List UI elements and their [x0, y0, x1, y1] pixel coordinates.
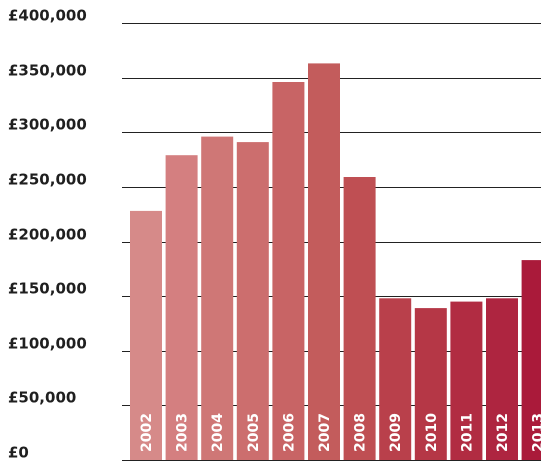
- bar-2008: [343, 177, 376, 460]
- y-tick-label: £300,000: [8, 116, 87, 134]
- y-tick-label: £0: [8, 444, 29, 462]
- bar-label-2009: 2009: [388, 413, 404, 452]
- bar-label-2004: 2004: [210, 413, 226, 452]
- y-tick-label: £200,000: [8, 226, 87, 244]
- bar-label-2013: 2013: [531, 413, 541, 452]
- bar-2009: [379, 298, 412, 460]
- y-tick-label: £350,000: [8, 62, 87, 80]
- bar-2010: [414, 308, 447, 460]
- bar-2006: [272, 82, 305, 460]
- bar-2005: [236, 142, 269, 460]
- bar-label-2012: 2012: [495, 413, 511, 452]
- bars: [130, 63, 541, 461]
- bar-2013: [521, 260, 541, 460]
- bar-label-2010: 2010: [424, 413, 440, 452]
- bar-2011: [450, 301, 483, 460]
- bar-category-labels: 2002 2003 2004 2005 2006 2007 2008 2009 2010 2011…: [139, 413, 541, 452]
- y-tick-label: £50,000: [8, 389, 76, 407]
- bar-2002: [130, 210, 162, 460]
- bar-label-2007: 2007: [317, 413, 333, 452]
- bar-label-2003: 2003: [175, 413, 191, 452]
- bar-label-2005: 2005: [246, 413, 262, 452]
- bar-2012: [486, 298, 518, 460]
- bar-2007: [308, 63, 340, 461]
- y-tick-label: £400,000: [8, 7, 87, 25]
- bar-label-2006: 2006: [281, 413, 297, 452]
- bar-label-2002: 2002: [139, 413, 155, 452]
- y-tick-label: £150,000: [8, 280, 87, 298]
- y-tick-label: £250,000: [8, 171, 87, 189]
- bar-2004: [201, 136, 234, 460]
- y-tick-label: £100,000: [8, 335, 87, 353]
- bar-2003: [165, 155, 198, 460]
- bar-label-2011: 2011: [459, 413, 475, 452]
- y-axis-tick-labels: £0 £50,000 £100,000 £150,000 £200,000 £250,00…: [8, 7, 87, 462]
- bar-label-2008: 2008: [353, 413, 369, 452]
